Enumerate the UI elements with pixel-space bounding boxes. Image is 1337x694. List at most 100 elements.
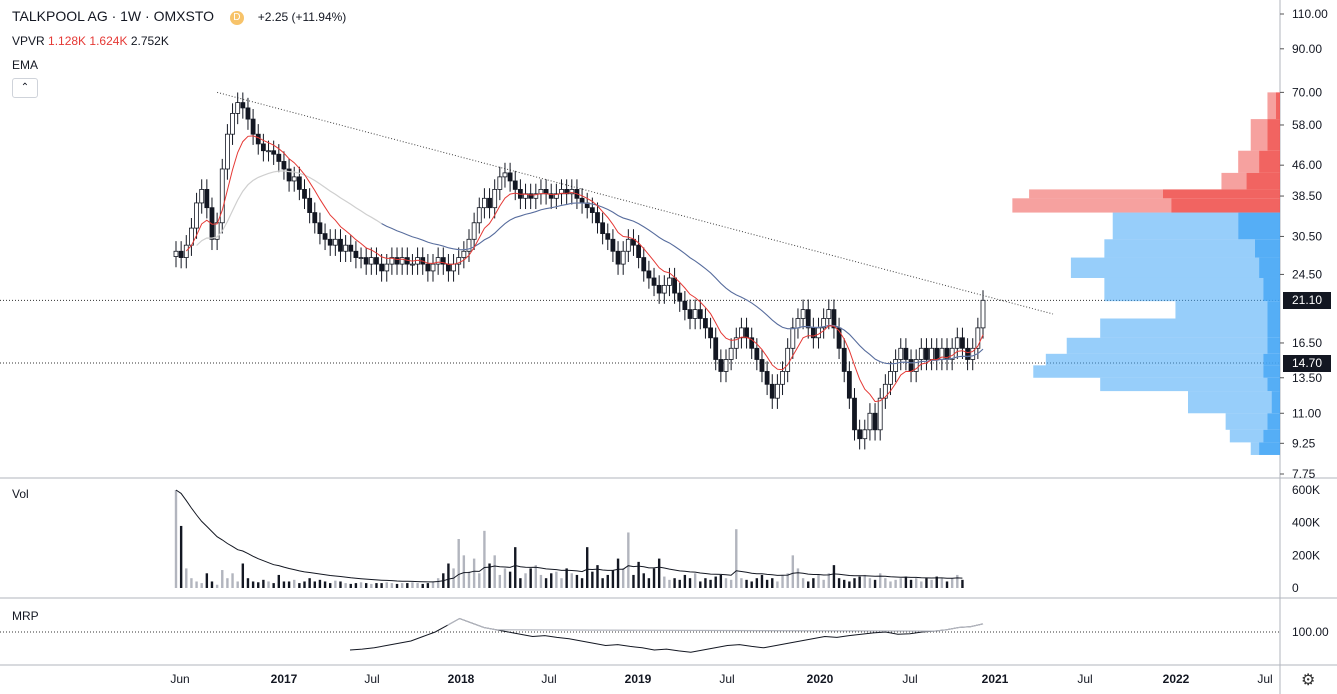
ema-label: EMA xyxy=(12,58,39,72)
volume-bar xyxy=(282,581,286,588)
volume-bar xyxy=(935,576,938,588)
volume-bar xyxy=(704,578,707,588)
volume-bar xyxy=(920,581,923,588)
vpvr-bar-down xyxy=(1171,198,1280,213)
candle-body xyxy=(646,270,652,279)
symbol-title[interactable]: TALKPOOL AG · 1W · OMXSTO xyxy=(12,8,215,24)
candle-body xyxy=(877,397,883,431)
vpvr-bar-up xyxy=(1104,277,1264,302)
candle-body xyxy=(363,257,369,265)
candle-body xyxy=(795,318,801,329)
volume-tick-label: 600K xyxy=(1292,483,1320,497)
volume-bar xyxy=(950,578,954,588)
volume-bar xyxy=(714,576,717,588)
volume-bar xyxy=(663,576,666,588)
candle-body xyxy=(322,233,328,240)
volume-bar xyxy=(514,547,517,588)
volume-bar xyxy=(740,578,743,588)
volume-bar xyxy=(832,565,836,588)
volume-bar xyxy=(508,571,512,588)
candle-body xyxy=(296,176,302,190)
volume-bar xyxy=(878,573,882,588)
candle-body xyxy=(276,153,282,162)
candle-body xyxy=(230,113,235,135)
line-price-tag: 14.70 xyxy=(1283,355,1331,372)
candle-body xyxy=(744,327,749,339)
vpvr-bar-up xyxy=(1221,172,1247,190)
candle-body xyxy=(857,429,863,440)
volume-bar xyxy=(400,583,404,588)
vpvr-bar-up xyxy=(1238,150,1260,173)
volume-bar xyxy=(812,578,815,588)
volume-bar xyxy=(231,573,234,588)
candle-body xyxy=(651,277,657,286)
candle-body xyxy=(682,300,688,311)
vpvr-bar-down xyxy=(1254,239,1280,258)
volume-bar xyxy=(174,490,178,588)
candle-body xyxy=(728,347,734,360)
legend-vpvr-row[interactable]: VPVR 1.128K 1.624K 2.752K xyxy=(12,34,169,48)
price-tick-label: 110.00 xyxy=(1292,7,1328,21)
vpvr-bar-down xyxy=(1238,212,1280,240)
collapse-legend-button[interactable]: ⌃ xyxy=(12,78,38,98)
time-tick-label: 2020 xyxy=(807,672,834,686)
vpvr-bar-down xyxy=(1267,318,1280,338)
time-tick-label: Jul xyxy=(541,672,556,686)
volume-bar xyxy=(709,579,712,588)
candle-body xyxy=(754,347,760,360)
candle-body xyxy=(620,250,626,265)
candle-body xyxy=(260,143,266,152)
candle-body xyxy=(692,309,698,319)
ema-fast-line xyxy=(185,135,984,403)
vpvr-bar-down xyxy=(1246,172,1280,190)
candle-body xyxy=(636,244,642,258)
volume-bar xyxy=(596,565,599,588)
candle-body xyxy=(615,250,621,265)
candle-body xyxy=(353,250,359,258)
settings-gear-icon[interactable]: ⚙ xyxy=(1301,672,1316,689)
volume-bar xyxy=(426,583,430,588)
price-tick-label: 13.50 xyxy=(1292,371,1322,385)
candle-body xyxy=(482,197,487,209)
vpvr-bar-down xyxy=(1263,365,1280,378)
volume-bar xyxy=(334,580,337,588)
volume-bar xyxy=(796,568,800,588)
candle-body xyxy=(348,244,354,252)
volume-bar xyxy=(395,583,399,588)
volume-bar xyxy=(909,579,913,588)
candle-body xyxy=(194,202,199,229)
price-tick-label: 16.50 xyxy=(1292,336,1322,350)
volume-bar xyxy=(560,578,563,588)
candle-body xyxy=(553,193,559,199)
volume-bar xyxy=(436,578,440,588)
candle-body xyxy=(183,244,189,258)
candle-body xyxy=(846,371,852,399)
volume-bar xyxy=(894,579,897,588)
candle-body xyxy=(476,207,482,224)
candle-body xyxy=(975,327,981,349)
candle-body xyxy=(800,309,806,319)
vpvr-bar-up xyxy=(1066,337,1268,354)
volume-bar xyxy=(606,574,609,588)
volume-bar xyxy=(344,583,347,588)
candle-body xyxy=(266,150,271,153)
volume-bar xyxy=(914,578,918,588)
volume-bar xyxy=(863,574,866,588)
candle-body xyxy=(394,257,400,265)
volume-bar xyxy=(313,581,316,588)
candle-body xyxy=(924,347,929,360)
candle-body xyxy=(667,277,672,286)
vpvr-bar-up xyxy=(1045,353,1264,366)
volume-bar xyxy=(945,581,949,588)
volume-bar xyxy=(961,579,964,588)
candle-body xyxy=(512,180,518,190)
candle-body xyxy=(841,347,847,372)
candle-body xyxy=(338,238,343,252)
candle-body xyxy=(703,318,708,329)
candle-body xyxy=(589,207,595,213)
time-tick-label: 2022 xyxy=(1163,672,1190,686)
legend-ema-row[interactable]: EMA xyxy=(12,58,38,72)
mrp-pane-label: MRP xyxy=(12,609,39,623)
candle-body xyxy=(595,212,600,224)
